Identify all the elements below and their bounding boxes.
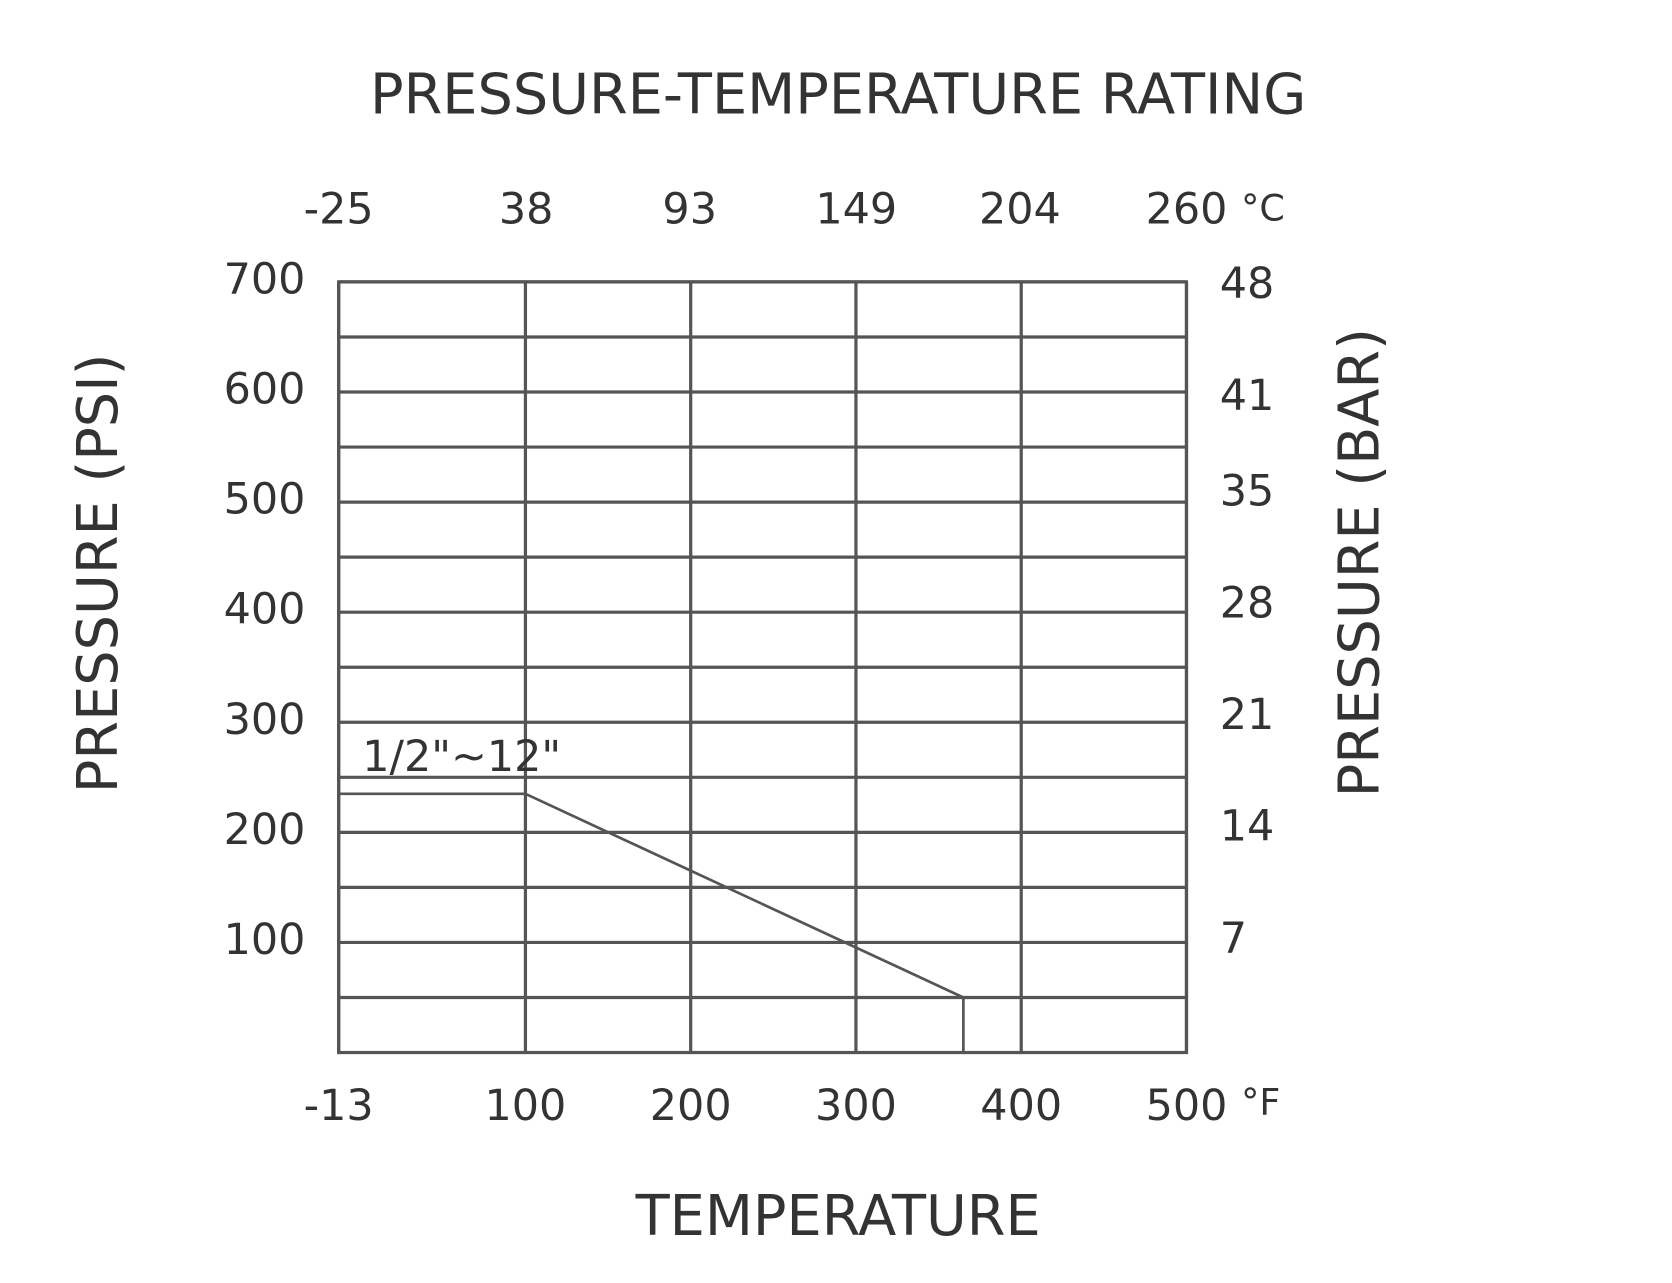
y2-tick-label: 7	[1220, 913, 1247, 963]
x2-tick-label: 260	[1146, 185, 1228, 235]
y-axis-title: PRESSURE (PSI)	[66, 354, 131, 794]
x2-tick-label: 204	[979, 185, 1061, 235]
x-tick-label: 100	[485, 1081, 567, 1131]
x-tick-label: 500	[1146, 1081, 1228, 1131]
y2-axis-title: PRESSURE (BAR)	[1327, 328, 1392, 797]
x2-tick-label: -25	[304, 185, 374, 235]
y-tick-label: 600	[224, 365, 306, 415]
y2-tick-label: 35	[1220, 467, 1275, 517]
y-tick-label: 100	[224, 915, 306, 965]
chart-title: PRESSURE-TEMPERATURE RATING	[370, 63, 1306, 128]
y2-tick-label: 21	[1220, 690, 1275, 740]
x2-tick-label: 149	[815, 185, 897, 235]
y2-tick-label: 41	[1220, 371, 1275, 421]
y-tick-label: 700	[224, 254, 306, 304]
x2-unit: °C	[1241, 187, 1285, 230]
x2-tick-label: 93	[662, 185, 717, 235]
y2-tick-label: 14	[1220, 802, 1275, 852]
x-tick-label: 200	[650, 1081, 732, 1131]
x-tick-label: 300	[815, 1081, 897, 1131]
x2-tick-label: 38	[499, 185, 554, 235]
y-tick-label: 400	[224, 585, 306, 635]
series-label: 1/2"~12"	[362, 732, 561, 782]
x-axis-title: TEMPERATURE	[635, 1184, 1041, 1249]
y-tick-label: 200	[224, 805, 306, 855]
y-tick-label: 500	[224, 475, 306, 525]
y2-tick-label: 48	[1220, 259, 1275, 309]
series-line	[338, 792, 965, 1053]
y2-tick-label: 28	[1220, 578, 1275, 628]
x-tick-label: -13	[304, 1081, 374, 1131]
x-tick-label: 400	[980, 1081, 1062, 1131]
x-unit: °F	[1241, 1080, 1280, 1123]
y-tick-label: 300	[224, 695, 306, 745]
